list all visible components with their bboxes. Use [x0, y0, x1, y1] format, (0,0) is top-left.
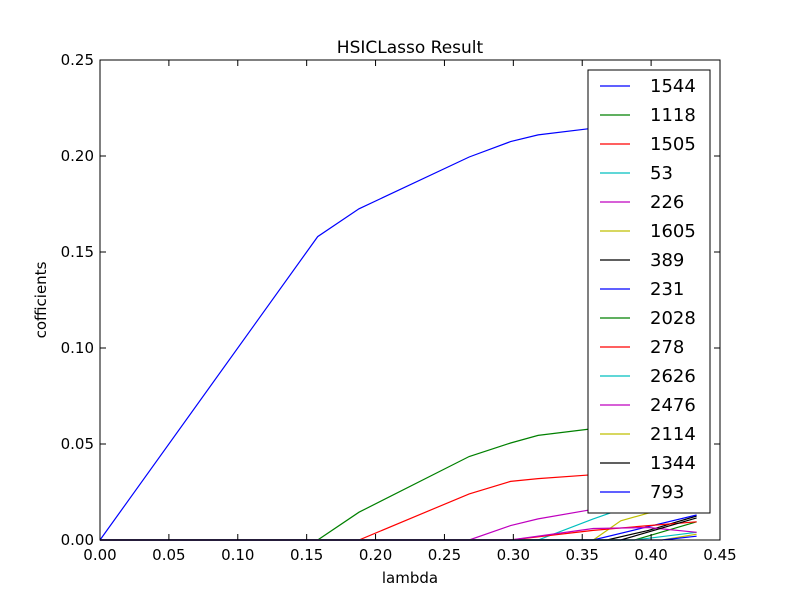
legend-label: 2114 [650, 424, 696, 445]
y-axis-label: cofficients [32, 261, 50, 338]
x-tick-label: 0.05 [152, 546, 185, 564]
legend-label: 1505 [650, 134, 696, 155]
y-tick-label: 0.20 [61, 147, 94, 165]
legend-label: 53 [650, 163, 673, 184]
y-axis: 0.00 0.05 0.10 0.15 0.20 0.25 [61, 51, 720, 549]
x-tick-label: 0.40 [634, 546, 667, 564]
legend-label: 231 [650, 279, 684, 300]
x-tick-label: 0.25 [428, 546, 461, 564]
legend-label: 1544 [650, 76, 696, 97]
x-axis-label: lambda [382, 569, 438, 587]
x-tick-label: 0.10 [221, 546, 254, 564]
x-tick-label: 0.20 [359, 546, 392, 564]
legend-label: 1118 [650, 105, 696, 126]
legend-label: 389 [650, 250, 684, 271]
legend-label: 278 [650, 337, 684, 358]
x-axis: 0.00 0.05 0.10 0.15 0.20 0.25 0.30 0.35 0.40 0.45 [83, 60, 737, 564]
legend-label: 1344 [650, 453, 696, 474]
y-tick-label: 0.10 [61, 339, 94, 357]
y-tick-label: 0.05 [61, 435, 94, 453]
legend-label: 2476 [650, 395, 696, 416]
plot-frame [99, 59, 721, 541]
y-tick-label: 0.25 [61, 51, 94, 69]
y-tick-label: 0.15 [61, 243, 94, 261]
x-tick-label: 0.35 [566, 546, 599, 564]
x-tick-label: 0.15 [290, 546, 323, 564]
legend-label: 2626 [650, 366, 696, 387]
legend-label: 793 [650, 482, 684, 503]
legend: 1544 1118 1505 53 226 1605 389 231 2028 278 2626 24… [587, 69, 711, 514]
y-tick-label: 0.00 [61, 531, 94, 549]
x-tick-label: 0.00 [83, 546, 116, 564]
legend-label: 2028 [650, 308, 696, 329]
x-tick-label: 0.30 [497, 546, 530, 564]
chart-title: HSICLasso Result [337, 38, 484, 58]
legend-label: 1605 [650, 221, 696, 242]
x-tick-label: 0.45 [703, 546, 736, 564]
legend-label: 226 [650, 192, 684, 213]
